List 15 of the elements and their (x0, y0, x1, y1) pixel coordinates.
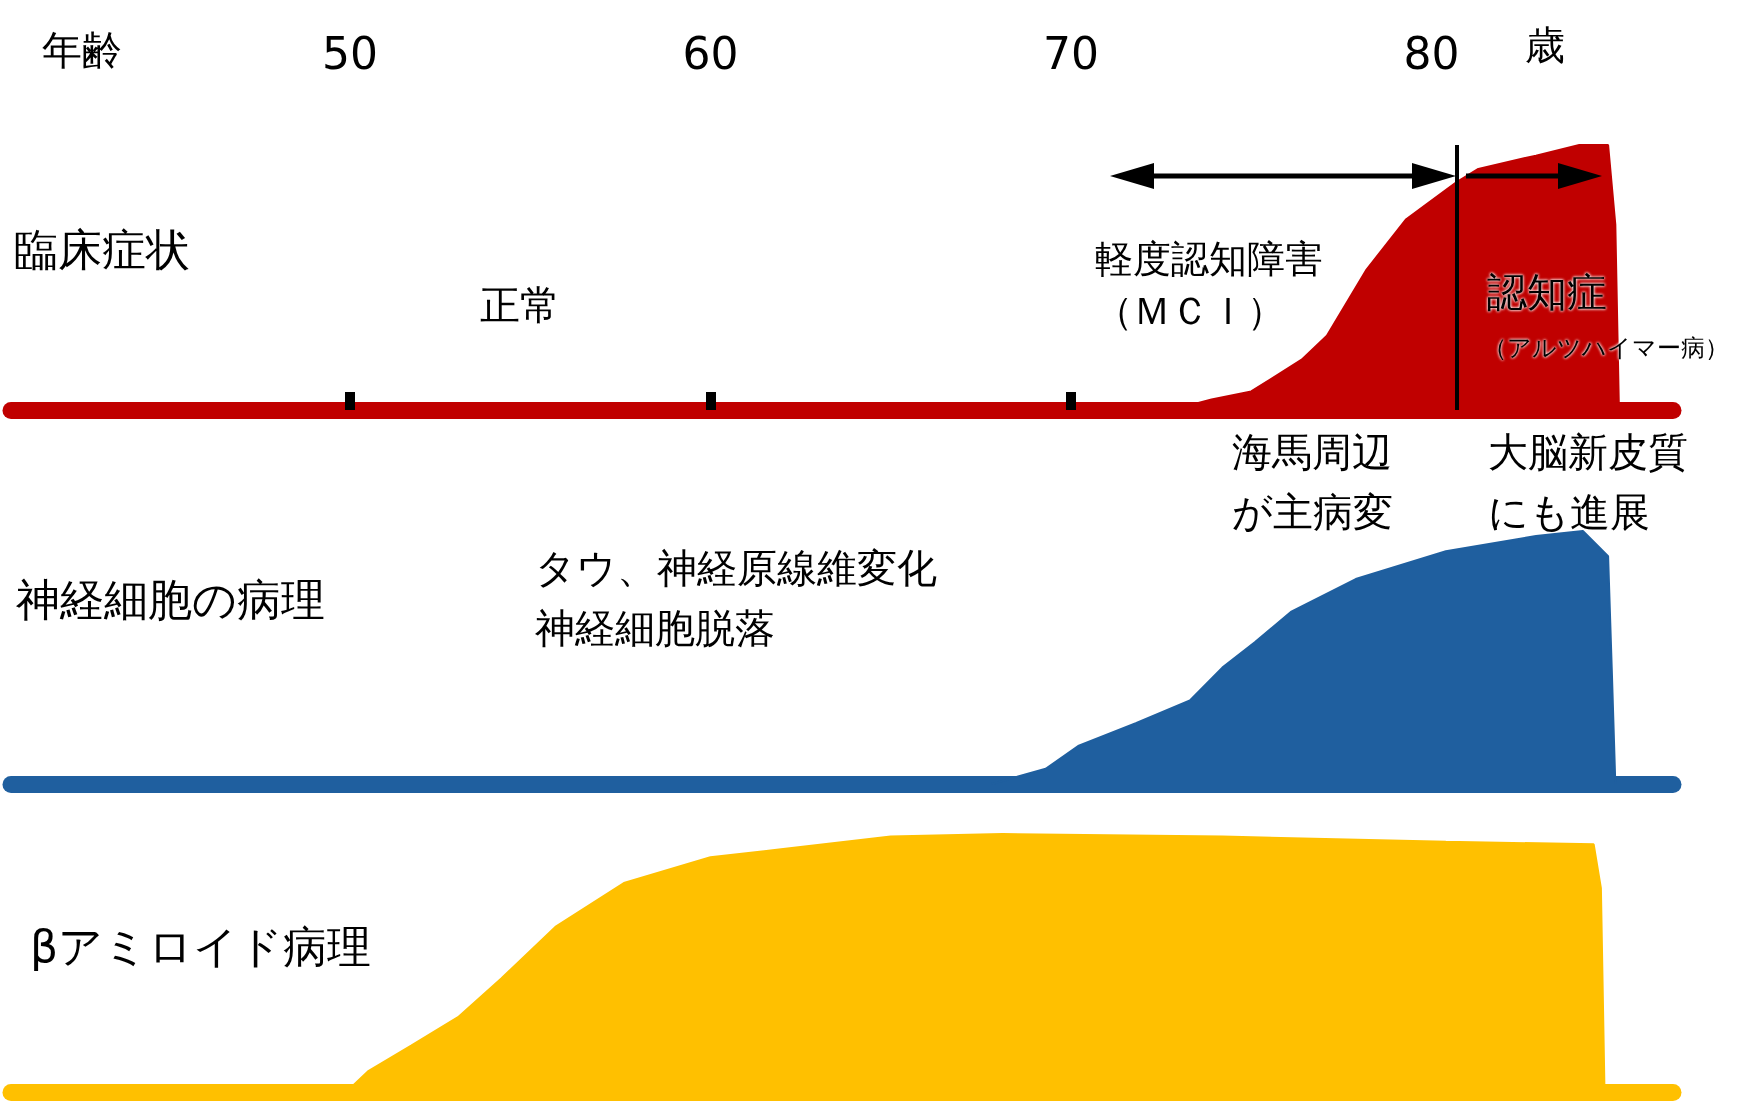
annotation: 軽度認知障害（ＭＣＩ） (1095, 236, 1324, 335)
y-axis-title: 臨床症状 (14, 224, 190, 276)
annotation: 大脳新皮質にも進展 (1488, 428, 1689, 537)
x-tick-label: 50 (321, 27, 378, 79)
annotation: 認知症 (1487, 268, 1608, 317)
x-tick-label: 60 (682, 27, 739, 79)
x-axis-title: 年齢 (42, 27, 122, 73)
text: 歳 (1525, 21, 1566, 70)
x-tick-label: 70 (1042, 27, 1099, 79)
annotation: タウ、神経原線維変化神経細胞脱落 (535, 544, 938, 653)
annotation: 正常 (480, 281, 561, 330)
y-axis-title: 神経細胞の病理 (16, 574, 325, 626)
y-axis-title: βアミロイド病理 (30, 921, 372, 973)
x-tick-label: 80 (1403, 27, 1460, 79)
annotation: 海馬周辺が主病変 (1232, 428, 1394, 537)
